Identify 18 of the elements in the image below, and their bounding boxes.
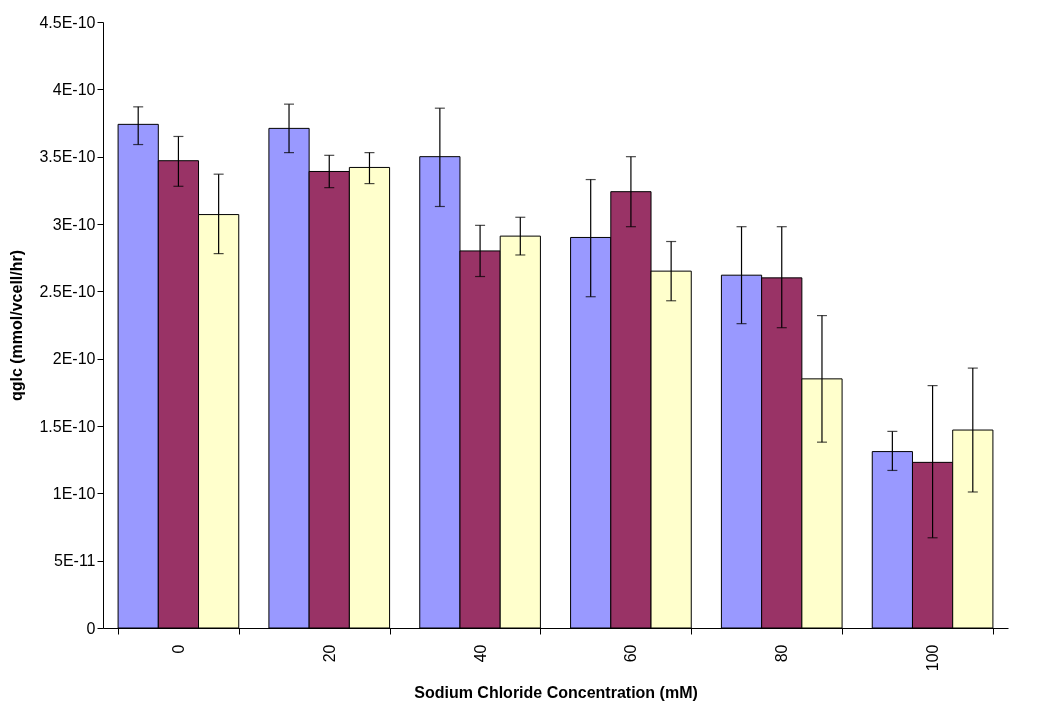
x-tick-label: 0 (169, 644, 187, 654)
y-tick-label: 3E-10 (52, 215, 96, 233)
x-tick-label: 80 (773, 644, 791, 663)
y-tick-label: 3.5E-10 (39, 148, 96, 166)
x-axis-title: Sodium Chloride Concentration (mM) (414, 684, 698, 702)
y-tick-label: 2.5E-10 (39, 282, 96, 300)
y-tick-label: 1E-10 (52, 484, 96, 502)
y-tick-label: 2E-10 (52, 350, 96, 368)
y-tick-label: 5E-11 (53, 552, 96, 570)
y-tick-label: 4E-10 (52, 80, 96, 98)
y-tick-label: 4.5E-10 (39, 13, 96, 31)
x-tick-label: 20 (320, 644, 338, 663)
x-tick-label: 40 (471, 644, 489, 663)
x-tick-label: 100 (924, 644, 942, 672)
y-tick-label: 1.5E-10 (39, 417, 96, 435)
y-tick-label: 0 (86, 619, 96, 637)
y-axis-title: qglc (mmol/vcell/hr) (8, 249, 26, 402)
x-tick-label: 60 (622, 644, 640, 663)
